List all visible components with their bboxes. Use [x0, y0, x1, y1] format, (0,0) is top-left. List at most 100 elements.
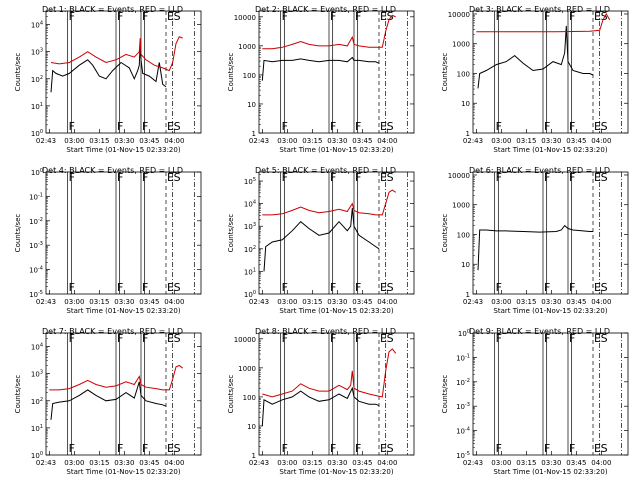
y-tick-label: 10-3	[456, 402, 470, 411]
x-tick-label: 03:30	[327, 137, 347, 145]
x-tick-label: 04:00	[164, 137, 184, 145]
y-tick-label: 105	[244, 177, 256, 186]
x-tick-label: 03:00	[277, 137, 297, 145]
es-label-bottom: E	[167, 120, 174, 133]
panel-title: Det 5: BLACK = Events, RED = LLD	[255, 166, 396, 175]
x-tick-label: 04:00	[377, 459, 397, 467]
x-tick-label: 03:15	[302, 137, 322, 145]
flare-label-top: F	[69, 332, 75, 345]
x-tick-label: 03:15	[516, 137, 536, 145]
y-axis-label: Counts/sec	[14, 375, 22, 414]
flare-label-top: F	[355, 332, 361, 345]
marker-lines	[280, 333, 408, 455]
x-tick-label: 03:00	[491, 137, 511, 145]
plot-frame	[472, 171, 629, 295]
y-tick-label: 103	[31, 370, 43, 379]
es-label-bottom: E	[167, 442, 174, 455]
y-tick-label: 10	[247, 101, 256, 109]
marker-lines	[494, 172, 622, 294]
series-events-line	[261, 386, 380, 427]
es-label-bottom: E	[380, 281, 387, 294]
x-axis-label: Start Time (01-Nov-15 02:33:20)	[66, 146, 180, 154]
x-tick-label: 04:00	[591, 459, 611, 467]
y-tick-label: 104	[31, 343, 43, 352]
x-axis-label: Start Time (01-Nov-15 02:33:20)	[279, 307, 393, 315]
y-tick-label: 100	[457, 231, 470, 239]
y-tick-label: 10-1	[29, 192, 43, 201]
x-tick-label: 04:00	[164, 298, 184, 306]
x-tick-label: 03:45	[139, 459, 159, 467]
x-tick-label: 03:15	[302, 459, 322, 467]
es-label-top: E	[594, 171, 601, 184]
x-tick-label: 03:15	[516, 459, 536, 467]
panel-det-2: Det 2: BLACK = Events, RED = LLD 1 10 100 10…	[227, 5, 415, 154]
flare-label-bottom: F	[544, 442, 550, 455]
x-axis-label: Start Time (01-Nov-15 02:33:20)	[493, 146, 607, 154]
es-label-top: S	[174, 332, 181, 345]
es-label-bottom: S	[174, 120, 181, 133]
x-tick-label: 03:30	[541, 137, 561, 145]
x-start-label: 02:43	[36, 298, 56, 306]
y-tick-label: 10	[247, 423, 256, 431]
es-label-bottom: E	[594, 281, 601, 294]
plot-frame	[258, 332, 415, 456]
panel-det-6: Det 6: BLACK = Events, RED = LLD 1 10 100 10…	[441, 166, 629, 315]
flare-label-bottom: F	[69, 120, 75, 133]
series-lld-line	[476, 12, 611, 33]
flare-label-bottom: F	[69, 281, 75, 294]
plot-frame	[472, 10, 629, 134]
x-tick-label: 04:00	[377, 298, 397, 306]
es-label-top: E	[594, 10, 601, 23]
flare-label-top: F	[142, 10, 148, 23]
y-tick-label: 103	[31, 48, 43, 57]
x-tick-label: 03:45	[139, 137, 159, 145]
flare-label-bottom: F	[355, 442, 361, 455]
flare-label-bottom: F	[117, 120, 123, 133]
flare-label-bottom: F	[282, 281, 288, 294]
flare-label-top: F	[496, 332, 502, 345]
series-lld-line	[49, 364, 184, 391]
y-tick-label: 10-2	[456, 378, 470, 387]
series-events-line	[263, 208, 380, 272]
y-tick-label: 10-5	[29, 290, 43, 299]
es-label-top: S	[174, 171, 181, 184]
x-tick-label: 03:30	[114, 459, 134, 467]
panel-det-3: Det 3: BLACK = Events, RED = LLD 1 10 100 10…	[441, 5, 629, 154]
flare-label-bottom: F	[544, 281, 550, 294]
plot-frame	[258, 171, 415, 295]
flare-label-top: F	[117, 171, 123, 184]
flare-label-top: F	[142, 171, 148, 184]
y-tick-label: 10-5	[456, 451, 470, 460]
y-tick-label: 1000	[238, 43, 256, 51]
y-tick-label: 104	[31, 21, 43, 30]
x-tick-label: 03:45	[352, 459, 372, 467]
y-tick-label: 10-1	[456, 353, 470, 362]
marker-lines	[494, 11, 622, 133]
panel-title: Det 9: BLACK = Events, RED = LLD	[469, 327, 610, 336]
es-label-bottom: S	[174, 281, 181, 294]
y-axis-label: Counts/sec	[227, 214, 235, 253]
flare-label-top: F	[69, 10, 75, 23]
flare-label-bottom: F	[142, 442, 148, 455]
x-tick-label: 03:15	[89, 459, 109, 467]
y-tick-label: 102	[31, 75, 43, 84]
x-tick-label: 03:15	[302, 298, 322, 306]
flare-label-bottom: F	[282, 442, 288, 455]
panel-det-1: Det 1: BLACK = Events, RED = LLD 100 101 10…	[14, 5, 202, 154]
y-tick-label: 100	[243, 72, 256, 80]
flare-label-top: F	[117, 332, 123, 345]
flare-label-bottom: F	[544, 120, 550, 133]
x-tick-label: 03:00	[64, 459, 84, 467]
y-tick-label: 10	[461, 100, 470, 108]
plot-frame	[45, 10, 202, 134]
plot-frame	[258, 10, 415, 134]
es-label-bottom: S	[601, 120, 608, 133]
x-tick-label: 03:15	[89, 298, 109, 306]
es-label-bottom: E	[594, 120, 601, 133]
flare-label-top: F	[282, 171, 288, 184]
x-tick-label: 04:00	[591, 298, 611, 306]
y-tick-label: 1	[252, 452, 256, 460]
flare-label-bottom: F	[330, 120, 336, 133]
y-tick-label: 101	[31, 102, 43, 111]
x-tick-label: 03:45	[352, 137, 372, 145]
